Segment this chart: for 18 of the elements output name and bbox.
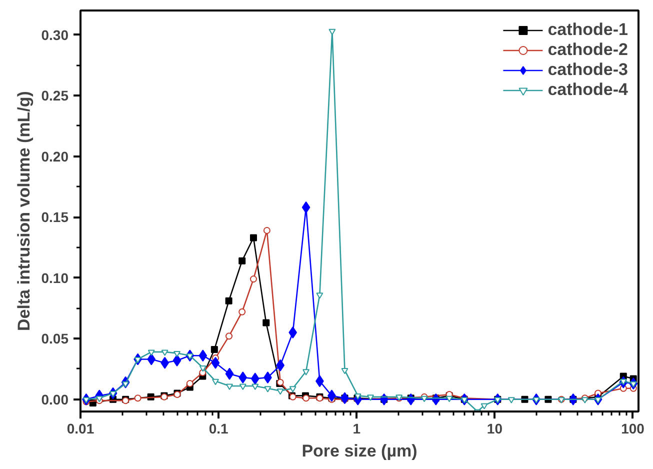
- y-tick-label: 0.05: [41, 330, 69, 347]
- x-axis-title: Pore size (µm): [302, 442, 418, 460]
- y-tick-label: 0.25: [41, 88, 69, 104]
- legend-label: cathode-1: [548, 20, 628, 40]
- y-tick-label: 0.30: [41, 26, 69, 43]
- y-tick-label: 0.10: [41, 270, 69, 286]
- x-tick-label: 0.1: [208, 420, 229, 436]
- y-tick-label: 0.20: [41, 148, 69, 164]
- legend-label: cathode-4: [548, 80, 628, 100]
- y-axis-title: Delta intrusion volume (mL/g): [14, 91, 34, 331]
- x-tick-label: 0.01: [66, 420, 94, 436]
- legend-label: cathode-2: [548, 40, 628, 60]
- x-tick-label: 1: [352, 420, 361, 436]
- y-tick-label: 0.00: [41, 391, 69, 408]
- y-tick-label: 0.15: [41, 209, 69, 226]
- x-tick-label: 100: [621, 420, 645, 436]
- legend-label: cathode-3: [548, 60, 628, 80]
- x-tick-label: 10: [486, 420, 503, 436]
